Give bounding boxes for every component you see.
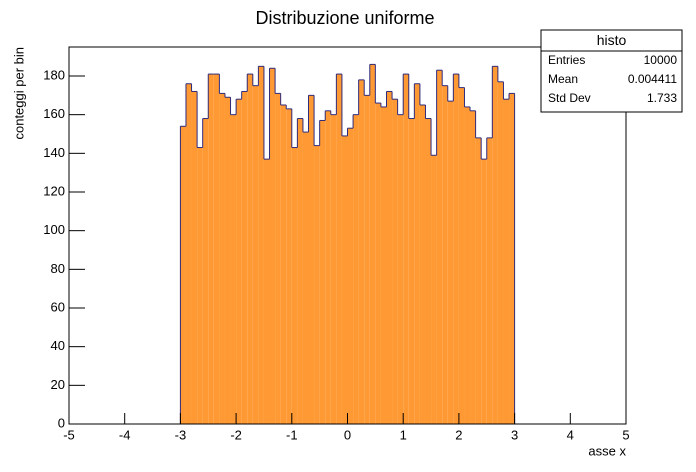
stats-label: Mean [548, 72, 578, 86]
stats-label: Entries [548, 53, 585, 67]
bar [202, 118, 209, 425]
x-tick-label: 2 [455, 427, 462, 442]
bar [341, 135, 348, 424]
bar [481, 159, 487, 424]
bar [503, 99, 510, 424]
bar [386, 91, 393, 424]
bar [241, 91, 248, 424]
bar [475, 137, 482, 424]
bar [219, 93, 225, 425]
y-tick-label: 100 [43, 222, 65, 237]
bar [492, 66, 498, 424]
bar [336, 74, 342, 425]
bar [419, 105, 426, 424]
bar [247, 74, 253, 425]
bar [230, 114, 237, 425]
chart-title: Distribuzione uniforme [255, 8, 434, 28]
bar [258, 66, 264, 424]
y-tick-label: 60 [51, 299, 65, 314]
x-tick-label: -5 [63, 427, 75, 442]
bar [297, 118, 303, 425]
bar [208, 74, 214, 425]
stats-label: Std Dev [548, 91, 591, 105]
bar [275, 93, 281, 425]
bar [286, 108, 292, 424]
bar [431, 155, 437, 424]
stats-title: histo [597, 32, 627, 48]
x-tick-label: 3 [511, 427, 518, 442]
bar [447, 101, 454, 424]
bar [425, 118, 432, 425]
x-tick-label: -1 [286, 427, 298, 442]
bar [369, 64, 376, 425]
x-axis-label: asse x [588, 443, 626, 458]
bar [314, 145, 320, 424]
bar [319, 120, 326, 424]
bar [442, 85, 448, 425]
y-tick-label: 140 [43, 145, 65, 160]
bar [224, 97, 231, 425]
stats-value: 10000 [644, 53, 678, 67]
bar [453, 74, 459, 425]
bar [436, 70, 443, 424]
bar [236, 99, 242, 424]
bar [197, 147, 203, 425]
x-tick-label: 0 [344, 427, 351, 442]
bar [464, 106, 471, 424]
bar [408, 118, 415, 425]
bar [364, 95, 370, 424]
bar [353, 114, 359, 425]
x-tick-label: -4 [119, 427, 131, 442]
y-axis-label: conteggi per bin [11, 47, 26, 140]
bar [392, 99, 398, 424]
y-tick-label: 180 [43, 67, 65, 82]
bar [414, 83, 420, 424]
bar [358, 79, 365, 424]
bar [191, 91, 198, 424]
x-tick-label: -2 [230, 427, 242, 442]
y-tick-label: 120 [43, 183, 65, 198]
bar [470, 110, 476, 425]
bar [375, 103, 381, 425]
bar [325, 110, 331, 425]
y-tick-label: 160 [43, 106, 65, 121]
stats-value: 0.004411 [628, 72, 677, 86]
bar [185, 83, 192, 424]
y-tick-label: 20 [51, 377, 65, 392]
y-tick-label: 80 [51, 261, 65, 276]
bar [397, 114, 404, 425]
bar [347, 128, 354, 424]
bar [213, 74, 220, 425]
x-tick-label: 5 [622, 427, 629, 442]
bar [302, 132, 309, 425]
bar [330, 114, 337, 425]
bar [509, 93, 515, 425]
bar [308, 95, 315, 424]
stats-box [540, 29, 683, 113]
x-tick-label: 1 [400, 427, 407, 442]
bar [291, 147, 298, 425]
bar [380, 106, 387, 424]
x-tick-label: -3 [175, 427, 187, 442]
bar [252, 85, 259, 425]
bar [497, 81, 504, 425]
bar [403, 74, 409, 425]
stats-value: 1.733 [647, 91, 677, 105]
bar [263, 159, 270, 424]
bar [458, 87, 465, 424]
x-tick-label: 4 [567, 427, 574, 442]
bar [280, 105, 287, 424]
bar [180, 126, 186, 425]
bar [269, 68, 276, 425]
y-tick-label: 0 [58, 415, 65, 430]
y-tick-label: 40 [51, 338, 65, 353]
bar [486, 137, 493, 424]
